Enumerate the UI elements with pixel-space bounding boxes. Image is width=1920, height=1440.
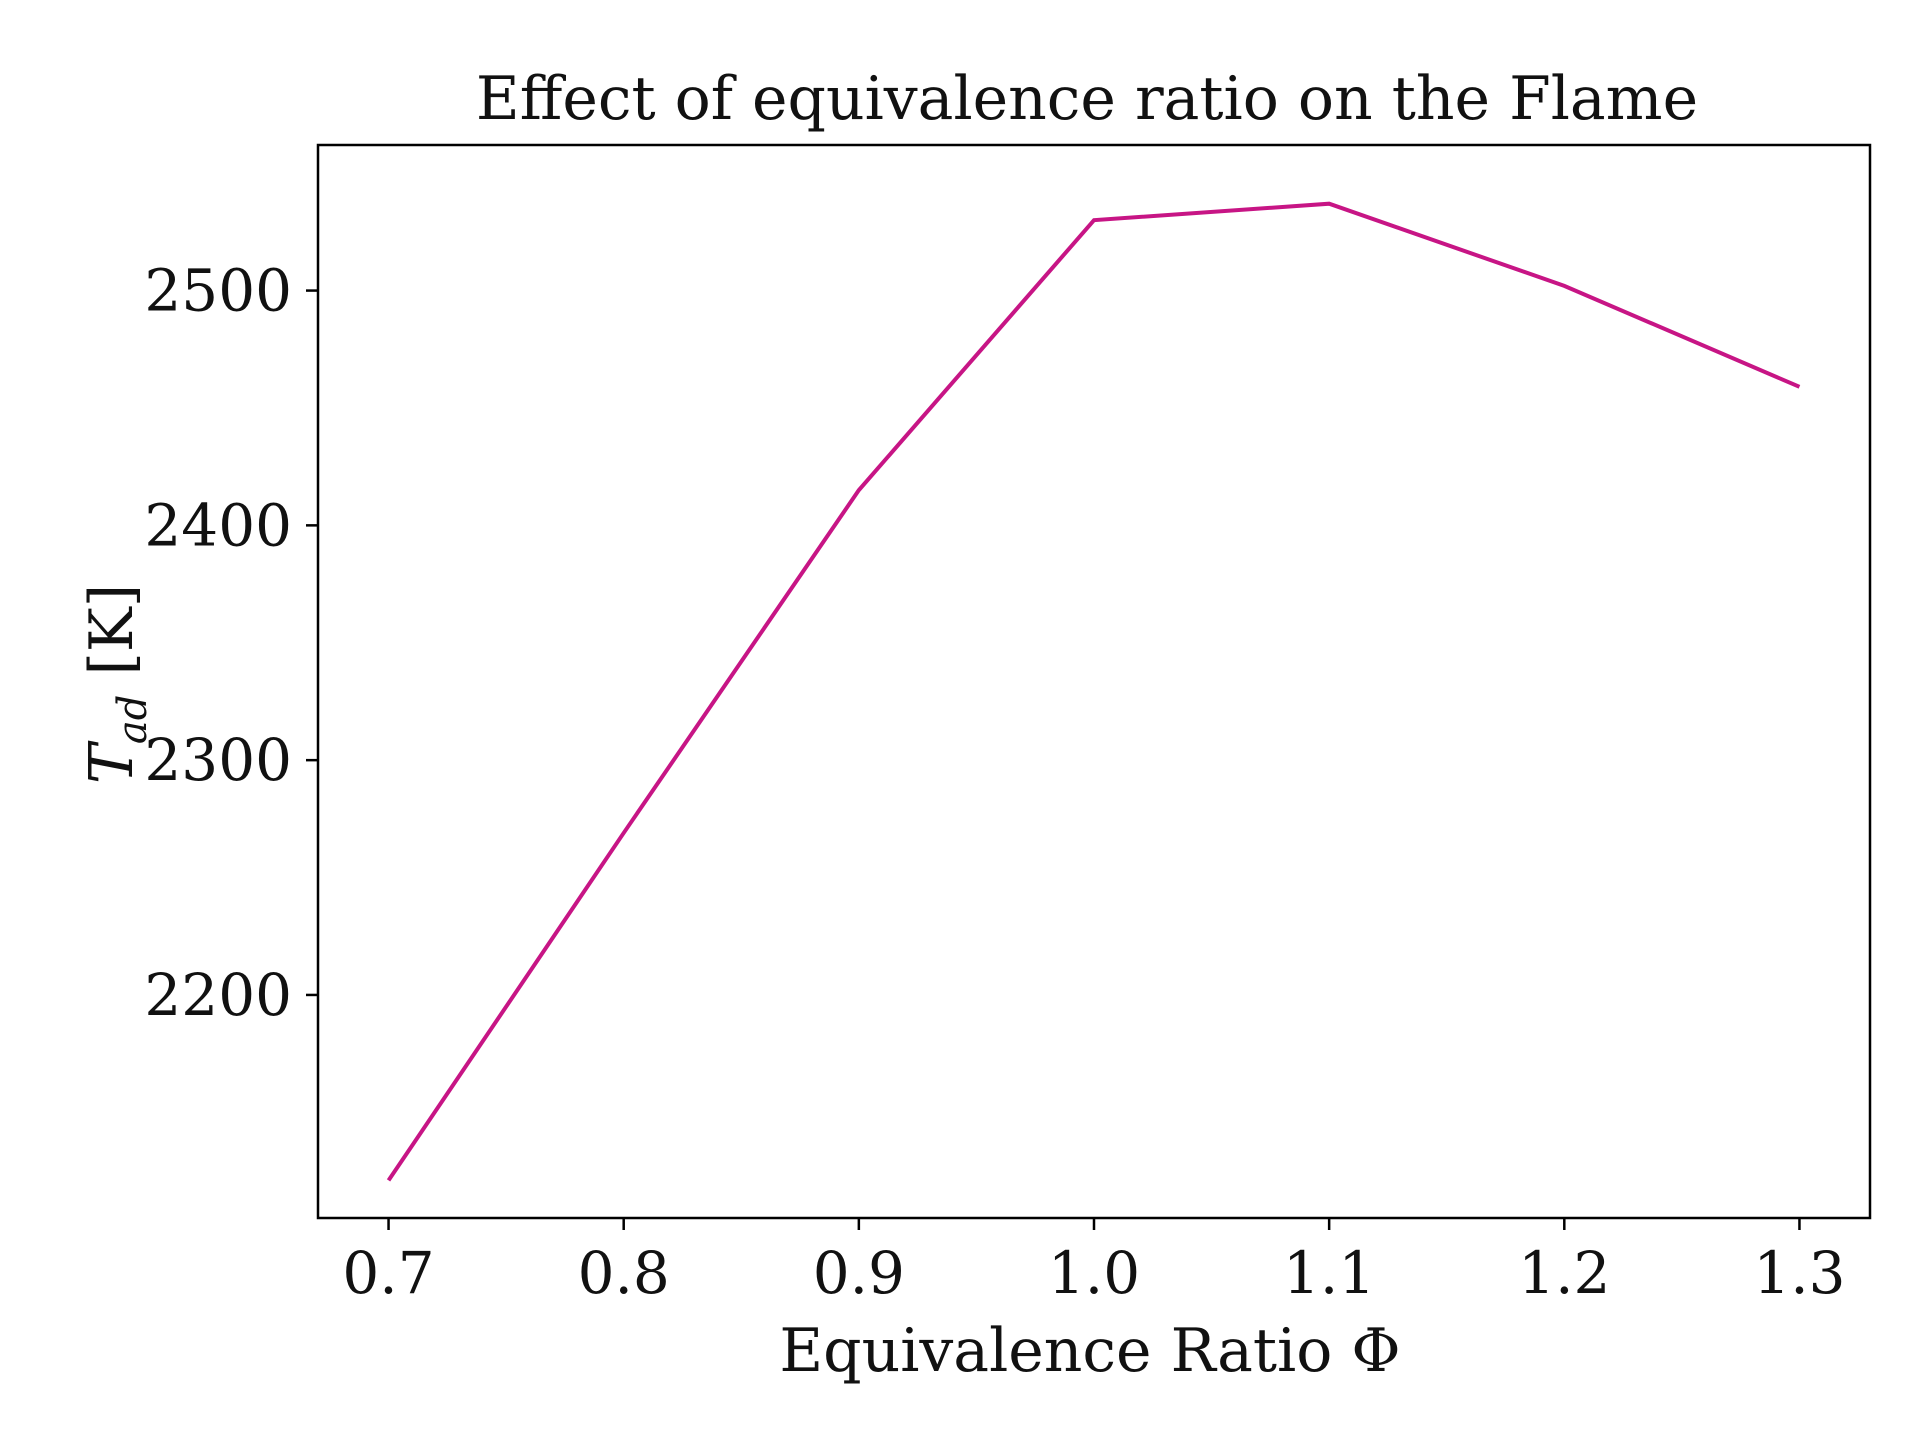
- y-tick-label: 2200: [144, 961, 292, 1029]
- x-tick-label: 1.0: [1048, 1239, 1140, 1307]
- chart-title: Effect of equivalence ratio on the Flame: [476, 64, 1698, 134]
- y-axis-label-subscript: ad: [110, 695, 156, 744]
- x-tick-label: 0.7: [342, 1239, 434, 1307]
- series-layer: [386, 201, 1801, 1182]
- series-line-0: [386, 201, 1801, 1182]
- y-tick-label: 2300: [144, 726, 292, 794]
- x-tick-label: 0.8: [578, 1239, 670, 1307]
- y-tick-label: 2400: [144, 491, 292, 559]
- y-tick-label: 2500: [144, 257, 292, 325]
- x-tick-label: 0.9: [813, 1239, 905, 1307]
- y-axis-label-base: T: [77, 740, 147, 784]
- x-axis-label: Equivalence Ratio Φ: [779, 1316, 1400, 1386]
- y-axis-ticks: 2200 2300 2400 2500: [144, 257, 318, 1029]
- x-tick-label: 1.2: [1518, 1239, 1610, 1307]
- y-axis-label: Tad [K]: [77, 584, 156, 784]
- x-tick-label: 1.1: [1283, 1239, 1375, 1307]
- x-tick-label: 1.3: [1753, 1239, 1845, 1307]
- y-axis-label-unit: [K]: [77, 584, 147, 695]
- x-axis-ticks: 0.7 0.8 0.9 1.0 1.1 1.2 1.3: [342, 1218, 1846, 1307]
